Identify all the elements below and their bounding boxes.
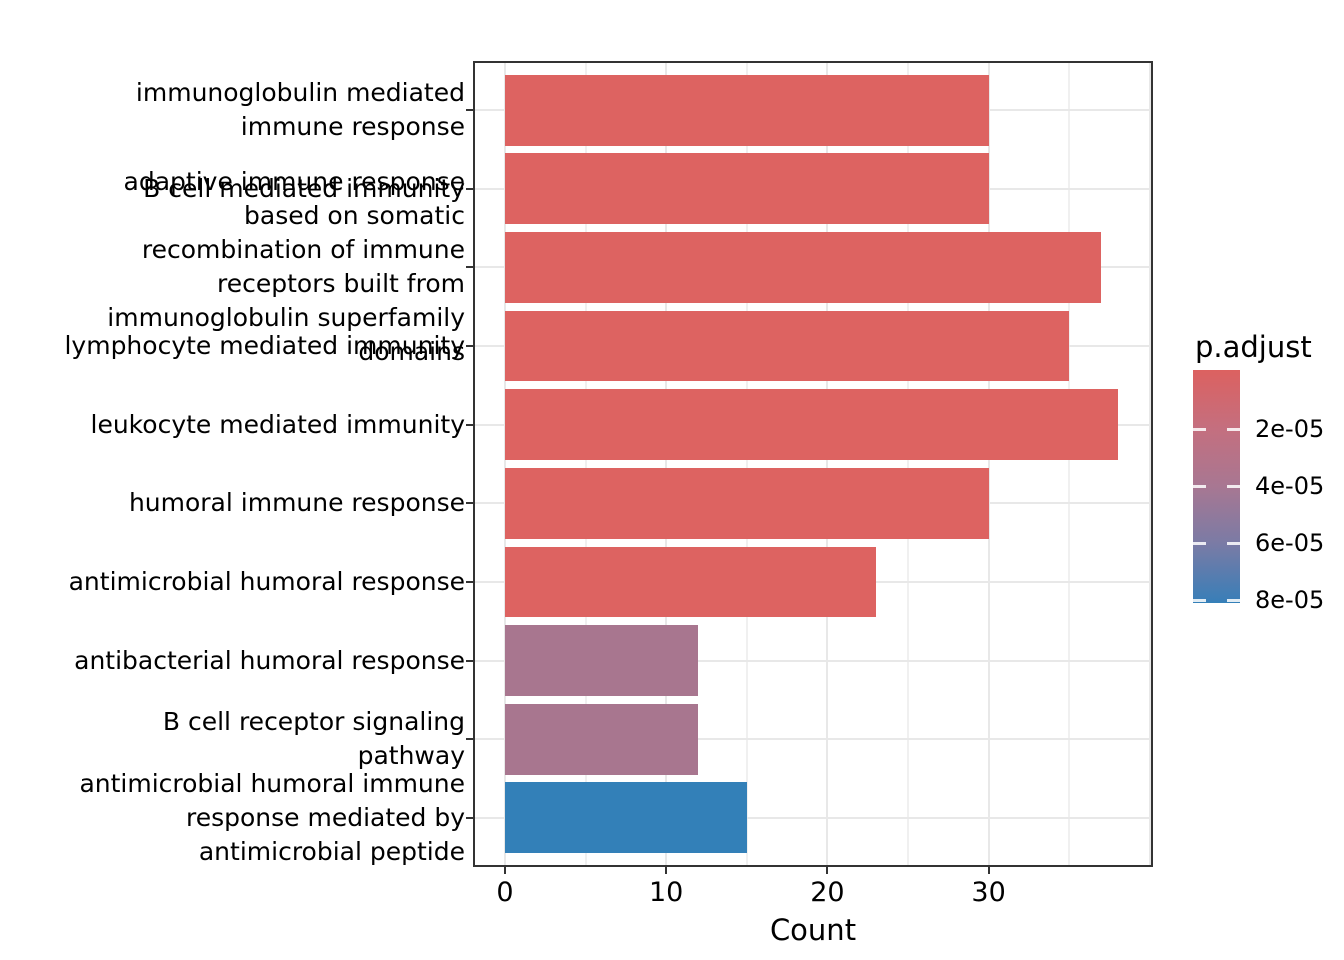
x-tick-label: 0 — [496, 877, 514, 908]
bar — [505, 74, 989, 146]
x-tick-label: 10 — [649, 877, 684, 908]
y-axis-label: humoral immune response — [128, 488, 465, 518]
y-axis-label: antimicrobial humoral immune response me… — [79, 768, 465, 866]
gridline-major-vertical — [1148, 63, 1151, 865]
y-axis-tick — [466, 423, 475, 426]
bar — [505, 467, 989, 539]
y-axis-label: antimicrobial humoral response — [68, 566, 465, 596]
y-axis-tick — [466, 345, 475, 348]
y-axis-label: B cell mediated immunity — [143, 173, 465, 203]
legend-colorbar-tick — [1193, 599, 1206, 602]
bar — [505, 389, 1118, 461]
legend-colorbar-tick — [1227, 428, 1240, 431]
bar — [505, 310, 1070, 382]
x-axis-tick — [826, 865, 829, 874]
y-axis-tick — [466, 502, 475, 505]
bar — [505, 703, 699, 775]
gridline-major-horizontal — [475, 816, 1151, 819]
legend-colorbar-tick — [1193, 485, 1206, 488]
y-axis-tick — [466, 109, 475, 112]
y-axis-label: adaptive immune response based on somati… — [107, 167, 465, 367]
y-axis-tick — [466, 266, 475, 269]
y-axis-label: antibacterial humoral response — [74, 645, 465, 675]
bar — [505, 782, 747, 854]
bar — [505, 153, 989, 225]
gridline-minor-vertical — [907, 63, 909, 865]
legend-tick-label: 6e-05 — [1255, 529, 1325, 557]
y-axis-tick — [466, 659, 475, 662]
bar — [505, 546, 876, 618]
x-tick-label: 30 — [971, 877, 1006, 908]
legend-tick-label: 2e-05 — [1255, 415, 1325, 443]
gridline-major-vertical — [987, 63, 990, 865]
legend-colorbar-tick — [1227, 542, 1240, 545]
bar — [505, 625, 699, 696]
x-axis-title: Count — [769, 913, 857, 947]
legend-colorbar-tick — [1193, 542, 1206, 545]
gridline-minor-vertical — [1068, 63, 1071, 865]
x-axis-tick — [504, 865, 506, 874]
gridline-major-horizontal — [475, 738, 1151, 741]
y-axis-label: B cell receptor signaling pathway — [162, 707, 465, 771]
bar — [505, 232, 1102, 303]
x-tick-label: 20 — [810, 877, 845, 908]
legend-tick-label: 8e-05 — [1255, 586, 1325, 614]
gridline-major-vertical — [826, 63, 829, 865]
y-axis-label: immunoglobulin mediated immune response — [135, 78, 465, 142]
gridline-major-vertical — [504, 63, 506, 865]
y-axis-tick — [466, 738, 475, 741]
legend-colorbar-tick — [1227, 599, 1240, 602]
gridline-major-vertical — [665, 63, 668, 865]
x-axis-tick — [665, 865, 668, 874]
legend-tick-label: 4e-05 — [1255, 472, 1325, 500]
gridline-minor-vertical — [584, 63, 587, 865]
y-axis-label: lymphocyte mediated immunity — [64, 331, 465, 361]
gridline-minor-vertical — [745, 63, 748, 865]
legend-colorbar-tick — [1193, 428, 1206, 431]
y-axis-tick — [466, 580, 475, 583]
y-axis-tick — [466, 187, 475, 190]
legend-title: p.adjust — [1195, 330, 1312, 364]
gridline-major-horizontal — [475, 659, 1151, 662]
y-axis-tick — [466, 816, 475, 819]
x-axis-tick — [987, 865, 990, 874]
legend-colorbar-tick — [1227, 485, 1240, 488]
y-axis-label: leukocyte mediated immunity — [90, 409, 465, 439]
